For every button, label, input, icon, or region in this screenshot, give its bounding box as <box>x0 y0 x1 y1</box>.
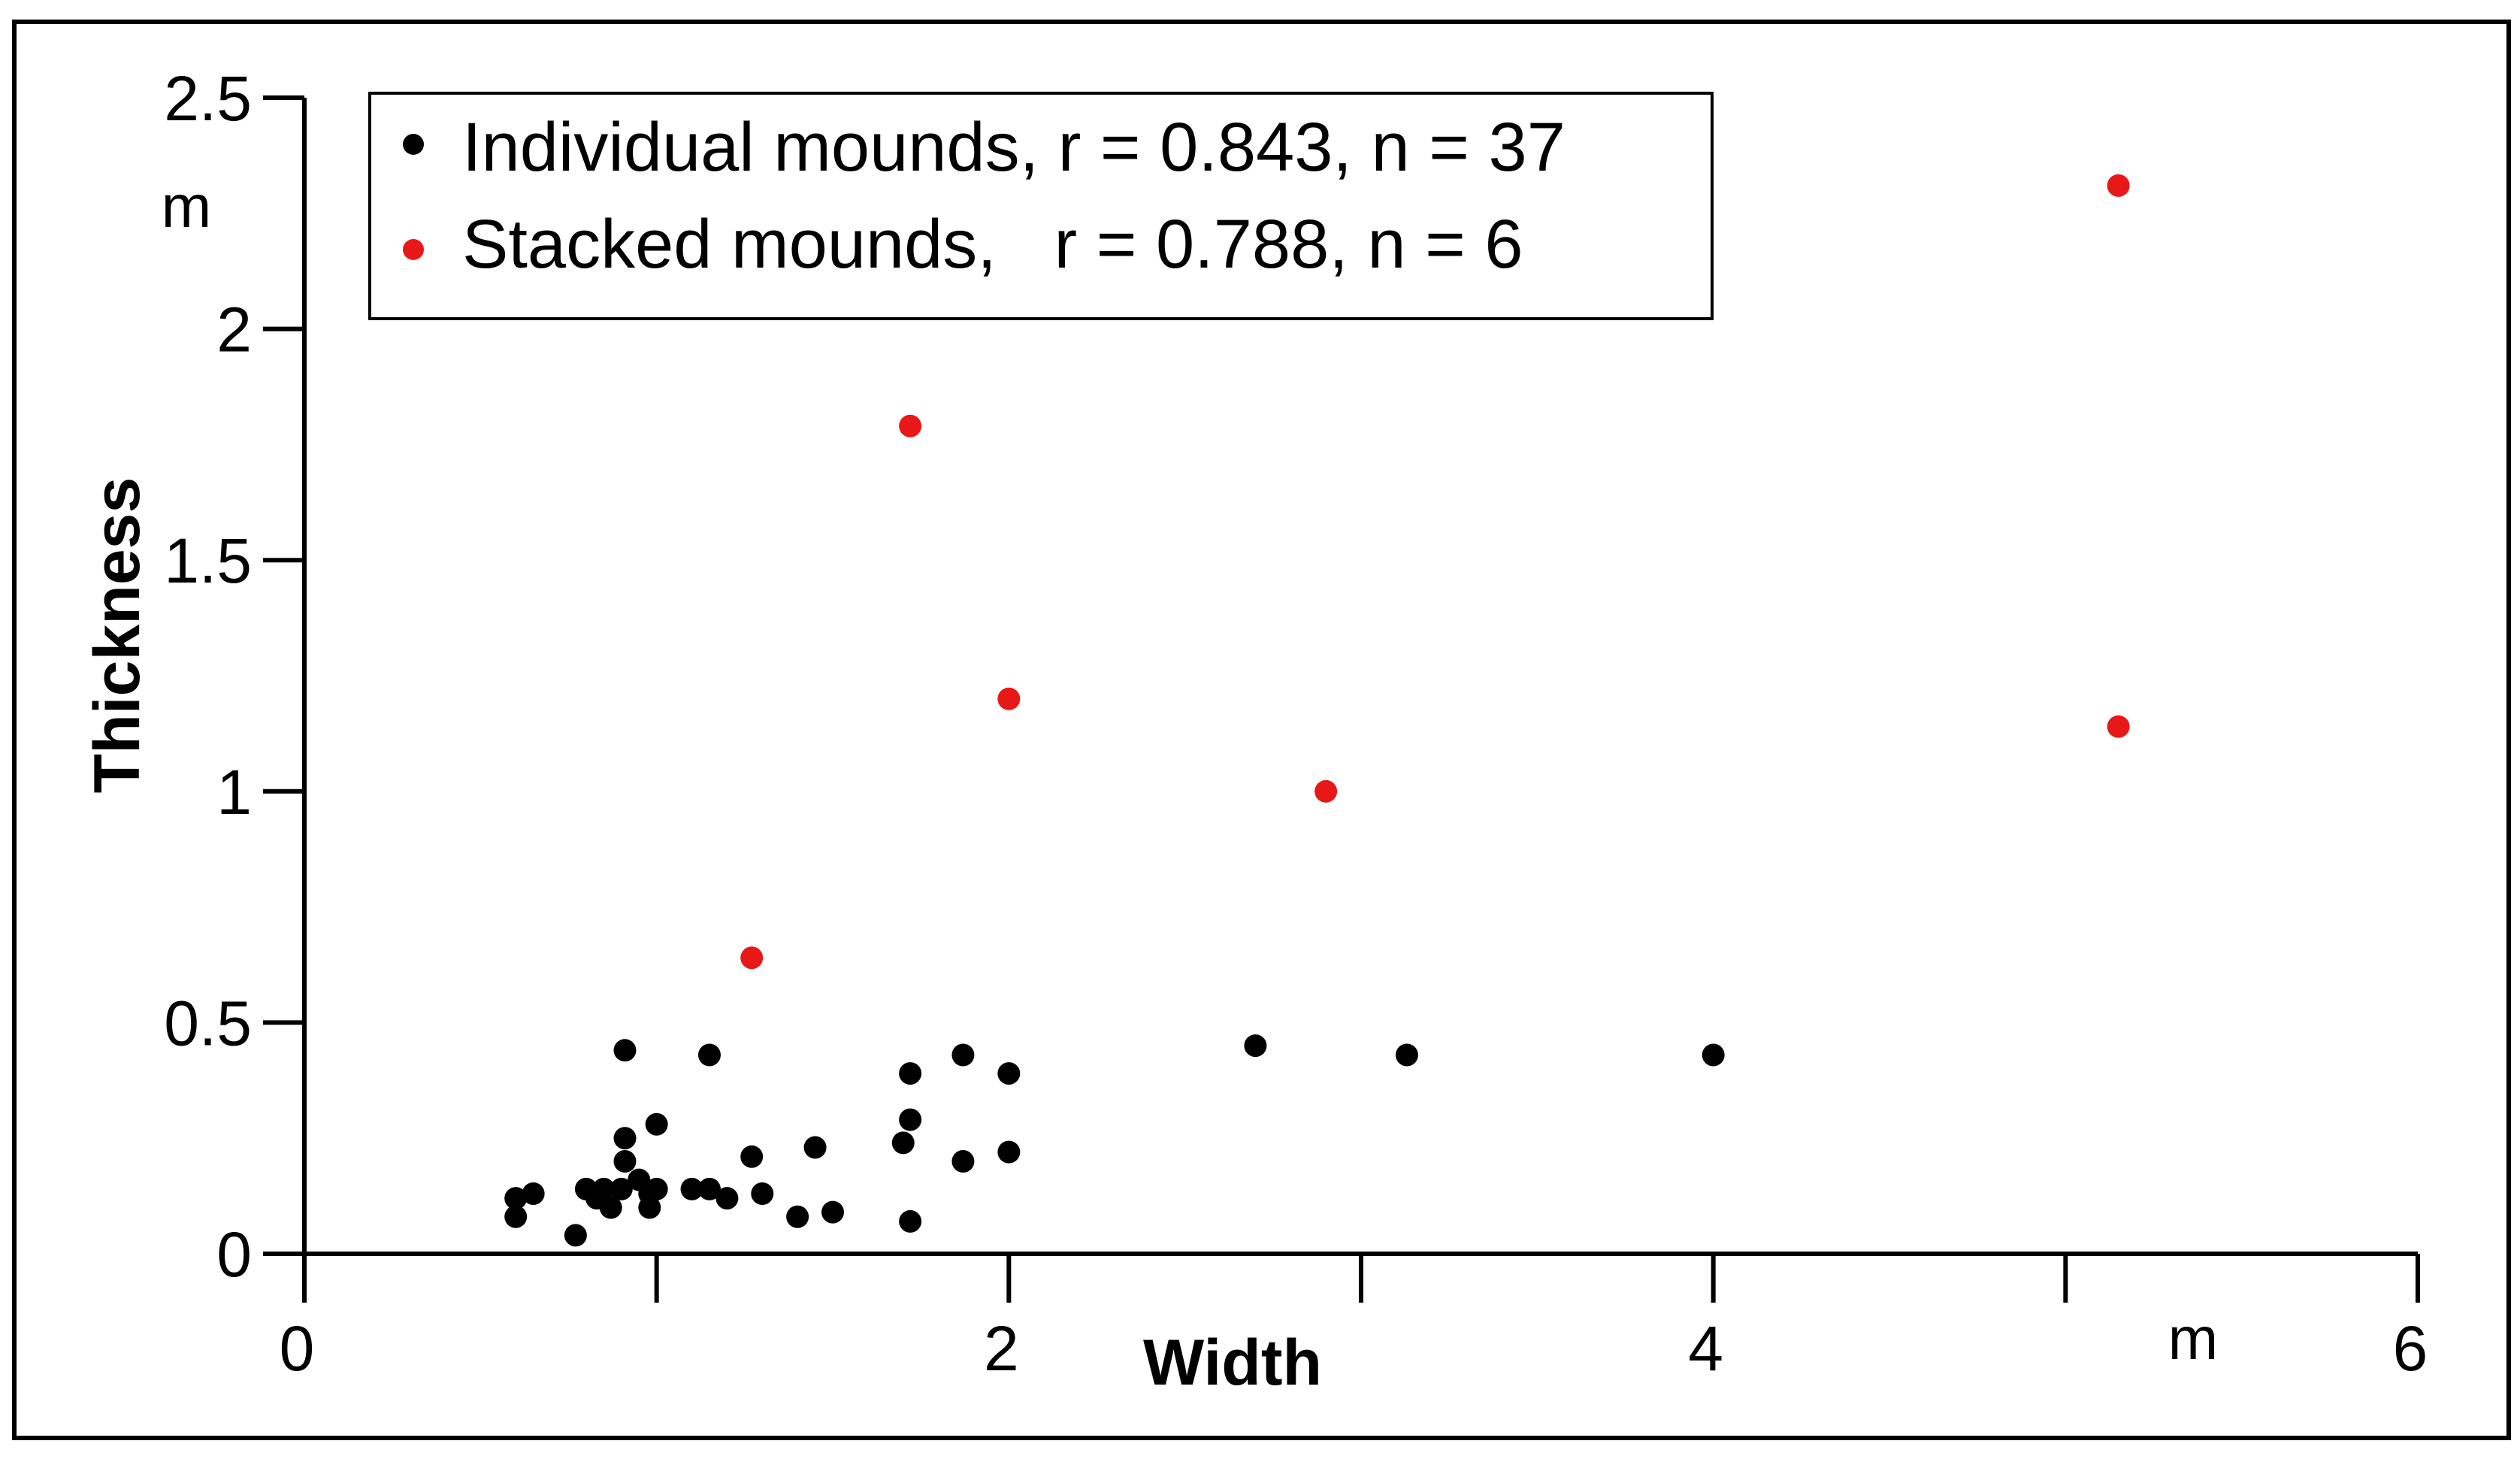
x-axis-unit: m <box>2168 1305 2219 1372</box>
individual-mound-point <box>680 1177 703 1200</box>
legend-label-stacked: Stacked mounds, r = 0.788, n = 6 <box>462 206 1523 283</box>
individual-mound-point <box>951 1149 975 1173</box>
individual-mound-point <box>803 1136 827 1159</box>
individual-mound-point <box>899 1209 922 1233</box>
y-axis-unit: m <box>162 173 212 240</box>
individual-mound-point <box>751 1182 774 1206</box>
legend-label-individual: Individual mounds, r = 0.843, n = 37 <box>462 109 1566 186</box>
x-axis-title: Width <box>1143 1327 1322 1399</box>
x-tick-label: 4 <box>1688 1313 1723 1384</box>
individual-mound-point <box>599 1196 622 1219</box>
individual-mound-point <box>645 1112 668 1136</box>
x-tick-label: 6 <box>2393 1313 2428 1384</box>
stacked-mound-point <box>740 946 764 970</box>
individual-mound-point <box>997 1140 1021 1164</box>
individual-mound-point <box>504 1205 528 1228</box>
individual-mound-point <box>697 1177 721 1200</box>
individual-mound-point <box>697 1043 721 1067</box>
individual-mound-point <box>715 1187 739 1210</box>
individual-mound-point <box>951 1043 975 1067</box>
individual-mound-point <box>613 1127 637 1150</box>
individual-mound-point <box>821 1200 844 1224</box>
y-tick-label: 0.5 <box>164 988 252 1058</box>
y-axis: 0 0.5 1 1.5 2 2.5 <box>164 63 307 1290</box>
legend-marker-individual <box>403 134 424 155</box>
individual-mound-point <box>1244 1034 1267 1058</box>
individual-mound-point <box>1702 1043 1725 1067</box>
individual-mound-point <box>613 1149 637 1173</box>
y-tick-label: 2.5 <box>164 63 252 134</box>
x-tick-label: 0 <box>280 1313 315 1384</box>
individual-mound-point <box>899 1108 922 1131</box>
individual-mound-point <box>564 1224 587 1247</box>
individual-mound-point <box>786 1205 809 1228</box>
y-tick-label: 0 <box>216 1219 252 1290</box>
legend-box <box>368 92 1714 320</box>
data-points <box>504 174 2130 1247</box>
y-tick-label: 2 <box>216 295 252 365</box>
stacked-mound-point <box>2107 174 2130 197</box>
individual-mound-point <box>645 1177 668 1200</box>
individual-mound-point <box>899 1062 922 1085</box>
individual-mound-point <box>613 1039 637 1062</box>
individual-mound-point <box>522 1182 545 1206</box>
y-tick-label: 1.5 <box>164 525 252 596</box>
stacked-mound-point <box>2107 715 2130 738</box>
individual-mound-point <box>997 1062 1021 1085</box>
y-axis-title: Thickness <box>81 477 153 794</box>
individual-mound-point <box>628 1168 651 1191</box>
individual-mound-point <box>740 1145 764 1168</box>
individual-mound-point <box>1395 1043 1418 1067</box>
stacked-mound-point <box>997 687 1021 710</box>
legend-marker-stacked <box>403 239 424 260</box>
legend: Individual mounds, r = 0.843, n = 37 Sta… <box>368 92 1714 320</box>
stacked-mound-point <box>1314 779 1338 803</box>
individual-mound-point <box>891 1131 915 1155</box>
y-tick-label: 1 <box>216 757 252 828</box>
individual-mound-point <box>592 1177 616 1200</box>
stacked-mound-point <box>899 414 922 437</box>
x-tick-label: 2 <box>984 1313 1019 1384</box>
individual-mound-point <box>504 1187 528 1210</box>
individual-mound-point <box>610 1177 633 1200</box>
x-axis: 0 2 4 6 <box>280 1252 2428 1384</box>
